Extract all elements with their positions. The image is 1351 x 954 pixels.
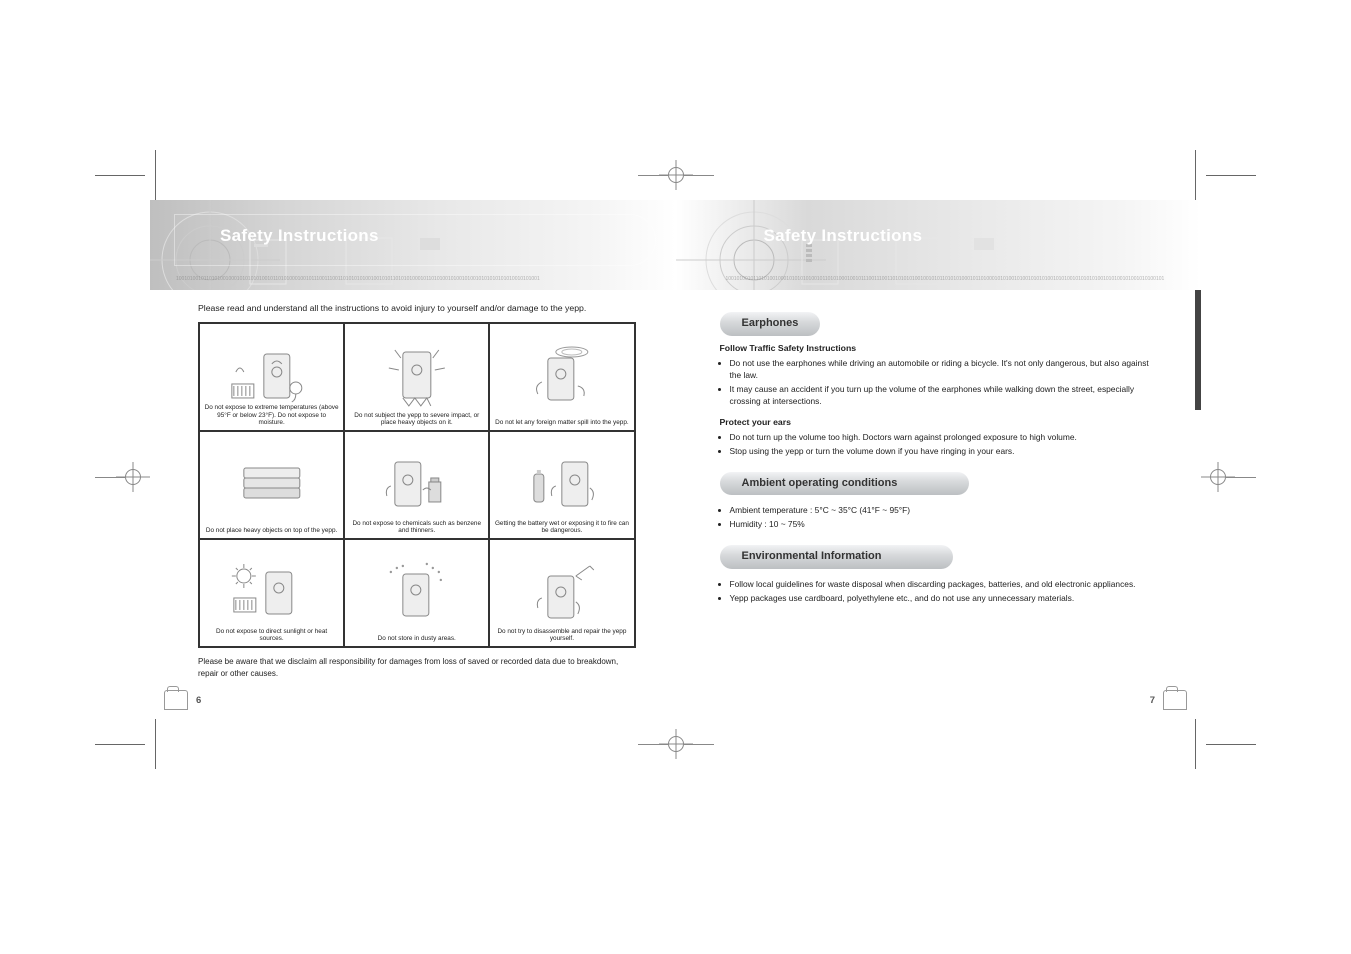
side-registration-left [95, 469, 141, 485]
crop-marks-bottom [0, 719, 1351, 769]
content-left: Please read and understand all the instr… [150, 290, 676, 690]
cell-caption-5: Getting the battery wet or exposing it t… [494, 520, 629, 535]
intro-text: Please read and understand all the instr… [198, 302, 636, 314]
cell-caption-1: Do not subject the yepp to severe impact… [349, 412, 484, 427]
hdr-earphones: Earphones [720, 312, 821, 336]
list-item: It may cause an accident if you turn up … [730, 384, 1154, 408]
hearing-list: Do not turn up the volume too high. Doct… [720, 432, 1154, 458]
ambient-list: Ambient temperature : 5°C ~ 35°C (41°F ~… [720, 505, 1154, 531]
banner-right: Safety Instructions 10010100101101010010… [676, 200, 1202, 290]
page-left: Safety Instructions 10010100101101010010… [150, 200, 676, 714]
footer-left: 6 [150, 690, 676, 714]
safety-cell-1: Do not subject the yepp to severe impact… [344, 323, 489, 431]
content-right: Earphones Follow Traffic Safety Instruct… [676, 290, 1202, 690]
cell-caption-8: Do not try to disassemble and repair the… [494, 628, 629, 643]
list-item: Do not use the earphones while driving a… [730, 358, 1154, 382]
safety-cell-2: Do not let any foreign matter spill into… [489, 323, 634, 431]
safety-cell-7: Do not store in dusty areas. [344, 539, 489, 647]
cell-caption-3: Do not place heavy objects on top of the… [204, 527, 339, 534]
page-number-left: 6 [196, 695, 201, 706]
cell-caption-2: Do not let any foreign matter spill into… [494, 419, 629, 426]
road-safety-list: Do not use the earphones while driving a… [720, 358, 1154, 408]
safety-cell-0: Do not expose to extreme temperatures (a… [199, 323, 344, 431]
list-item: Follow local guidelines for waste dispos… [730, 579, 1154, 591]
safety-cell-6: Do not expose to direct sunlight or heat… [199, 539, 344, 647]
cell-caption-7: Do not store in dusty areas. [349, 635, 484, 642]
banner-title-left: Safety Instructions [220, 226, 379, 246]
list-item: Humidity : 10 ~ 75% [730, 519, 1154, 531]
hdr-ambient: Ambient operating conditions [720, 472, 970, 496]
folder-tab-icon [164, 690, 188, 710]
cell-caption-6: Do not expose to direct sunlight or heat… [204, 628, 339, 643]
banner-title-right: Safety Instructions [764, 226, 923, 246]
crop-marks-top [0, 150, 1351, 200]
binary-string-right: 1001010010110101001000101010101001011010… [726, 276, 1165, 282]
list-item: Ambient temperature : 5°C ~ 35°C (41°F ~… [730, 505, 1154, 517]
list-item: Do not turn up the volume too high. Doct… [730, 432, 1154, 444]
env-list: Follow local guidelines for waste dispos… [720, 579, 1154, 605]
banner-left: Safety Instructions 10010100101101010010… [150, 200, 676, 290]
safety-cell-5: Getting the battery wet or exposing it t… [489, 431, 634, 539]
cell-caption-0: Do not expose to extreme temperatures (a… [204, 404, 339, 426]
safety-cell-4: Do not expose to chemicals such as benze… [344, 431, 489, 539]
safety-grid: Do not expose to extreme temperatures (a… [198, 322, 636, 648]
safety-cell-3: Do not place heavy objects on top of the… [199, 431, 344, 539]
footer-right: 7 [676, 690, 1202, 714]
folder-tab-icon [1163, 690, 1187, 710]
list-item: Stop using the yepp or turn the volume d… [730, 446, 1154, 458]
road-safety-title: Follow Traffic Safety Instructions [720, 342, 1154, 354]
page-spread: Safety Instructions 10010100101101010010… [150, 200, 1201, 714]
page-number-right: 7 [1150, 695, 1155, 706]
safety-cell-8: Do not try to disassemble and repair the… [489, 539, 634, 647]
binary-string-left: 1001010010110101001000101010101001011010… [176, 276, 540, 282]
bottom-note: Please be aware that we disclaim all res… [198, 656, 636, 679]
page-right: Safety Instructions 10010100101101010010… [676, 200, 1202, 714]
hdr-env: Environmental Information [720, 545, 954, 569]
hearing-title: Protect your ears [720, 416, 1154, 428]
cell-caption-4: Do not expose to chemicals such as benze… [349, 520, 484, 535]
side-registration-right [1210, 469, 1256, 485]
list-item: Yepp packages use cardboard, polyethylen… [730, 593, 1154, 605]
